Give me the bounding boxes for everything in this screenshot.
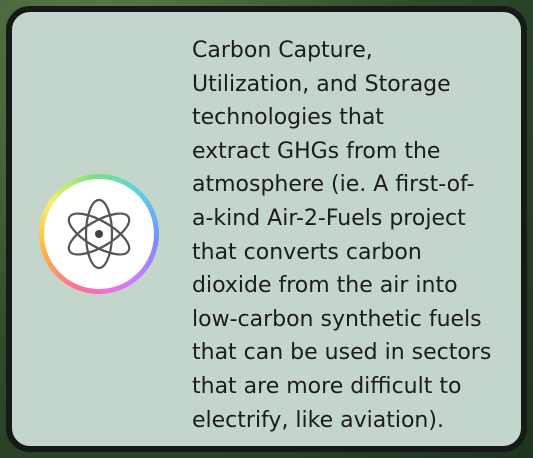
text-line: low-carbon synthetic fuels — [192, 303, 491, 337]
text-line: that converts carbon — [192, 236, 491, 270]
icon-face — [44, 179, 154, 289]
text-line: a-kind Air-2-Fuels project — [192, 202, 491, 236]
atom-symbol — [44, 179, 154, 289]
text-line: atmosphere (ie. A first-of- — [192, 168, 491, 202]
text-line: electrify, like aviation). — [192, 404, 491, 438]
page: {"card": {"lines": ["Carbon Capture,", "… — [0, 0, 533, 458]
text-line: Carbon Capture, — [192, 34, 491, 68]
text-line: extract GHGs from the — [192, 135, 491, 169]
text-line: technologies that — [192, 101, 491, 135]
atom-icon — [39, 174, 159, 294]
text-line: that can be used in sectors — [192, 336, 491, 370]
text-line: Utilization, and Storage — [192, 68, 491, 102]
text-line: dioxide from the air into — [192, 269, 491, 303]
text-line: that are more difficult to — [192, 370, 491, 404]
